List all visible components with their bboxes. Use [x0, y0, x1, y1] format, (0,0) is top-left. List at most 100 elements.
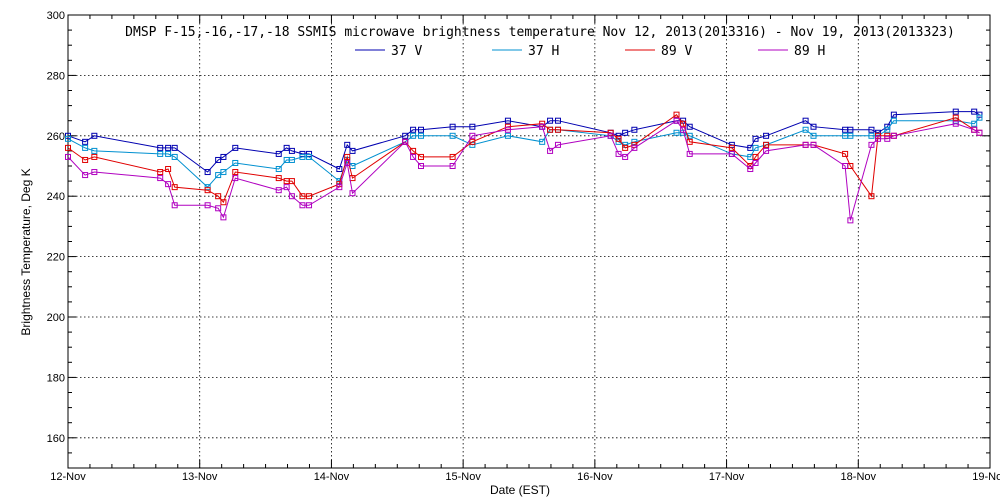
- data-point: [810, 123, 817, 130]
- data-point: [449, 123, 456, 130]
- data-point: [220, 169, 227, 176]
- data-point: [971, 120, 978, 127]
- data-point: [680, 126, 687, 133]
- data-point: [680, 120, 687, 127]
- data-point: [847, 132, 854, 139]
- data-point: [976, 129, 983, 136]
- data-point: [275, 166, 282, 173]
- data-point: [469, 123, 476, 130]
- data-point: [747, 166, 754, 173]
- y-tick-label: 160: [47, 433, 65, 445]
- data-point: [971, 108, 978, 115]
- data-point: [349, 147, 356, 154]
- data-point: [842, 150, 849, 157]
- legend-label: 37 H: [528, 44, 559, 59]
- data-point: [890, 111, 897, 118]
- data-point: [952, 108, 959, 115]
- series-line: [67, 114, 980, 204]
- data-point: [215, 205, 222, 212]
- data-point: [157, 169, 164, 176]
- legend: 37 V 37 H 89 V 89 H: [355, 44, 825, 59]
- data-point: [686, 138, 693, 145]
- legend-label: 89 H: [794, 44, 825, 59]
- data-point: [976, 114, 983, 121]
- y-axis-title: Brightness Temperature, Deg K: [19, 168, 33, 335]
- data-point: [622, 144, 629, 151]
- data-point: [344, 141, 351, 148]
- data-point: [868, 132, 875, 139]
- data-point: [673, 129, 680, 136]
- data-point: [615, 150, 622, 157]
- data-point: [165, 144, 172, 151]
- data-point: [82, 172, 89, 179]
- data-point: [547, 147, 554, 154]
- series-line: [67, 120, 980, 221]
- data-point: [232, 159, 239, 166]
- data-point: [65, 132, 71, 139]
- data-point: [449, 132, 456, 139]
- data-point: [204, 169, 211, 176]
- data-point: [417, 126, 424, 133]
- data-point: [204, 202, 211, 209]
- data-point: [171, 184, 178, 191]
- data-point: [220, 199, 227, 206]
- y-tick-label: 200: [47, 312, 65, 324]
- data-point: [349, 190, 356, 197]
- data-point: [469, 132, 476, 139]
- data-point: [215, 156, 222, 163]
- data-point: [402, 138, 409, 145]
- data-point: [288, 156, 295, 163]
- data-point: [220, 153, 227, 160]
- data-point: [232, 169, 239, 176]
- data-point: [82, 138, 89, 145]
- data-point: [204, 187, 211, 194]
- data-point: [802, 141, 809, 148]
- data-point: [65, 135, 71, 142]
- data-point: [673, 111, 680, 118]
- data-point: [288, 147, 295, 154]
- x-tick-label: 17-Nov: [709, 471, 745, 483]
- data-point: [410, 147, 417, 154]
- data-point: [283, 144, 290, 151]
- data-point: [171, 153, 178, 160]
- x-tick-label: 12-Nov: [50, 471, 86, 483]
- data-point: [349, 163, 356, 169]
- data-point: [763, 132, 770, 139]
- data-point: [171, 144, 178, 151]
- data-point: [288, 178, 295, 185]
- data-point: [65, 144, 71, 151]
- axis-ticks: 12-Nov 13-Nov 14-Nov 15-Nov 16-Nov 17-Nov 18-N…: [47, 10, 1000, 483]
- data-point: [810, 132, 817, 139]
- x-tick-label: 19-Nov: [972, 471, 1000, 483]
- data-point: [810, 141, 817, 148]
- data-point: [91, 169, 98, 176]
- data-point: [875, 135, 882, 142]
- data-point: [890, 117, 897, 124]
- data-point: [165, 150, 172, 157]
- data-point: [868, 141, 875, 148]
- data-point: [763, 147, 770, 154]
- data-point: [288, 193, 295, 200]
- data-point: [673, 117, 680, 124]
- data-point: [275, 150, 282, 157]
- data-point: [299, 153, 306, 160]
- x-tick-label: 14-Nov: [314, 471, 350, 483]
- x-tick-label: 18-Nov: [841, 471, 877, 483]
- data-point: [884, 126, 891, 133]
- data-point: [299, 202, 306, 209]
- data-point: [417, 163, 424, 169]
- data-point: [868, 126, 875, 133]
- data-point: [336, 184, 343, 191]
- y-tick-label: 220: [47, 252, 65, 264]
- data-point: [615, 135, 622, 142]
- data-point: [402, 132, 409, 139]
- data-point: [204, 184, 211, 191]
- data-point: [275, 175, 282, 182]
- legend-label: 37 V: [391, 44, 422, 59]
- x-tick-label: 13-Nov: [182, 471, 218, 483]
- data-point: [410, 132, 417, 139]
- data-point: [157, 150, 164, 157]
- data-point: [607, 129, 614, 136]
- data-point: [157, 144, 164, 151]
